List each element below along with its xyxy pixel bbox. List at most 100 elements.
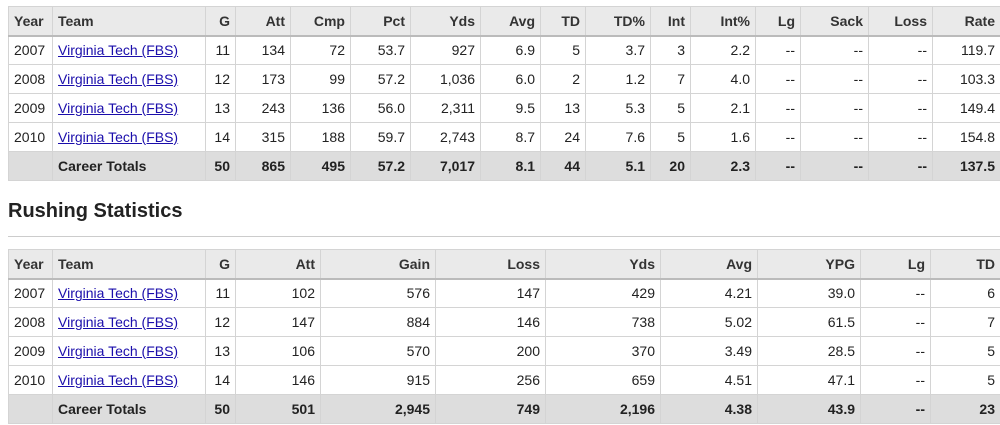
cell: 2007: [8, 35, 53, 65]
cell: 14: [205, 122, 236, 152]
cell: 2,311: [410, 93, 481, 123]
cell: 256: [435, 365, 546, 395]
divider: [8, 236, 1000, 237]
cell: 749: [435, 394, 546, 424]
column-header: TD: [540, 6, 586, 37]
cell: 429: [545, 278, 661, 308]
cell: 39.0: [757, 278, 861, 308]
cell: 2,743: [410, 122, 481, 152]
cell: 5: [540, 35, 586, 65]
cell: 1,036: [410, 64, 481, 94]
cell: --: [860, 336, 931, 366]
column-header: Att: [235, 6, 291, 37]
cell: 6.0: [480, 64, 541, 94]
table-row: 2009 Virginia Tech (FBS) 13 106 570 200 370 3.4…: [8, 336, 1000, 366]
table-row: 2008 Virginia Tech (FBS) 12 173 99 57.2 1,036 6…: [8, 64, 1000, 94]
column-header: Lg: [860, 249, 931, 280]
cell: 243: [235, 93, 291, 123]
cell: [8, 394, 53, 424]
column-header: Avg: [480, 6, 541, 37]
cell: 56.0: [350, 93, 411, 123]
cell: 7: [930, 307, 1000, 337]
cell: 2.2: [690, 35, 756, 65]
column-header: Yds: [545, 249, 661, 280]
team-link[interactable]: Virginia Tech (FBS): [58, 42, 179, 59]
cell: 3: [650, 35, 691, 65]
cell: 146: [235, 365, 321, 395]
cell: 149.4: [932, 93, 1000, 123]
cell: 2008: [8, 307, 53, 337]
cell: --: [755, 122, 801, 152]
cell: 28.5: [757, 336, 861, 366]
column-header: Pct: [350, 6, 411, 37]
column-header: Lg: [755, 6, 801, 37]
team-cell: Virginia Tech (FBS): [52, 64, 206, 94]
cell: 146: [435, 307, 546, 337]
column-header: TD: [930, 249, 1000, 280]
team-link[interactable]: Virginia Tech (FBS): [58, 129, 179, 145]
cell: 59.7: [350, 122, 411, 152]
cell: 5: [650, 93, 691, 123]
cell: 13: [205, 336, 236, 366]
table-row: 2009 Virginia Tech (FBS) 13 243 136 56.0 2,311…: [8, 93, 1000, 123]
cell: --: [800, 151, 869, 181]
rushing-table: Year Team G Att Gain Loss Yds Avg YPG Lg TD 2007 Vir…: [8, 249, 1000, 424]
cell: 2.3: [690, 151, 756, 181]
team-link[interactable]: Virginia Tech (FBS): [58, 71, 179, 87]
table-row: 2007 Virginia Tech (FBS) 11 134 72 53.7 927 6.9…: [8, 35, 1000, 65]
cell: --: [755, 35, 801, 65]
cell: 20: [650, 151, 691, 181]
column-header: TD%: [585, 6, 651, 37]
cell: 106: [235, 336, 321, 366]
cell: 47.1: [757, 365, 861, 395]
cell: 43.9: [757, 394, 861, 424]
team-cell: Virginia Tech (FBS): [52, 365, 206, 395]
cell: 11: [205, 278, 236, 308]
cell: 8.1: [480, 151, 541, 181]
column-header: YPG: [757, 249, 861, 280]
cell: 915: [320, 365, 436, 395]
passing-table: Year Team G Att Cmp Pct Yds Avg TD TD% Int Int% Lg Sa…: [8, 6, 1000, 181]
team-link[interactable]: Virginia Tech (FBS): [58, 314, 179, 330]
cell: 57.2: [350, 64, 411, 94]
totals-row: Career Totals 50 501 2,945 749 2,196 4.38 43.9-…: [8, 394, 1000, 424]
table-row: 2010 Virginia Tech (FBS) 14 146 915 256 659 4.5…: [8, 365, 1000, 395]
cell: --: [755, 151, 801, 181]
column-header: Att: [235, 249, 321, 280]
totals-label: Career Totals: [52, 151, 206, 181]
team-link[interactable]: Virginia Tech (FBS): [58, 343, 179, 359]
cell: 738: [545, 307, 661, 337]
cell: 576: [320, 278, 436, 308]
cell: 1.2: [585, 64, 651, 94]
cell: [8, 151, 53, 181]
cell: 13: [205, 93, 236, 123]
column-header: Int%: [690, 6, 756, 37]
cell: 11: [205, 35, 236, 65]
cell: 102: [235, 278, 321, 308]
cell: --: [860, 307, 931, 337]
cell: 2008: [8, 64, 53, 94]
cell: --: [800, 93, 869, 123]
cell: 5: [650, 122, 691, 152]
header-row: Year Team G Att Gain Loss Yds Avg YPG Lg TD: [8, 249, 1000, 280]
team-link[interactable]: Virginia Tech (FBS): [58, 285, 179, 302]
cell: --: [800, 122, 869, 152]
team-cell: Virginia Tech (FBS): [52, 278, 206, 308]
cell: --: [868, 35, 933, 65]
cell: 659: [545, 365, 661, 395]
cell: 23: [930, 394, 1000, 424]
cell: --: [800, 35, 869, 65]
cell: 61.5: [757, 307, 861, 337]
cell: 7: [650, 64, 691, 94]
cell: --: [800, 64, 869, 94]
cell: 50: [205, 151, 236, 181]
team-link[interactable]: Virginia Tech (FBS): [58, 372, 179, 388]
cell: 12: [205, 307, 236, 337]
column-header: Avg: [660, 249, 758, 280]
cell: --: [868, 93, 933, 123]
cell: 2010: [8, 122, 53, 152]
team-link[interactable]: Virginia Tech (FBS): [58, 100, 179, 116]
column-header: Team: [52, 6, 206, 37]
cell: 2009: [8, 93, 53, 123]
cell: 44: [540, 151, 586, 181]
